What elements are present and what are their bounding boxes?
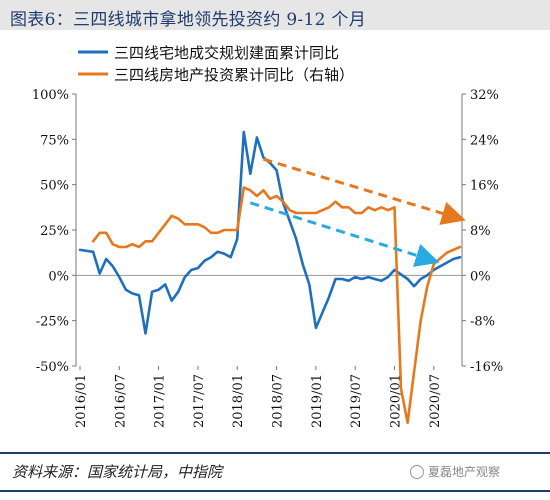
trend-arrow-land xyxy=(249,201,440,267)
y-right-tick-label: 0% xyxy=(470,269,491,284)
y-left-tick-label: 0% xyxy=(48,269,69,284)
footer-divider-top xyxy=(0,452,550,454)
y-left-tick-label: 75% xyxy=(40,133,69,148)
legend-label-land: 三四线宅地成交规划建面累计同比 xyxy=(114,44,339,62)
y-right-tick-label: 16% xyxy=(470,179,499,194)
x-tick-label: 2020/07 xyxy=(428,374,443,428)
footer-divider-bottom xyxy=(0,490,550,492)
source-note: 资料来源：国家统计局，中指院 xyxy=(12,463,223,481)
x-tick-label: 2017/07 xyxy=(192,374,207,428)
y-left-tick-label: 100% xyxy=(32,88,69,103)
y-left-tick-label: 25% xyxy=(40,224,69,239)
x-tick-label: 2017/01 xyxy=(153,374,168,428)
y-left-tick-label: 50% xyxy=(40,179,69,194)
x-tick-label: 2018/01 xyxy=(231,374,246,428)
x-tick-label: 2016/07 xyxy=(113,374,128,428)
line-chart: 100% 75% 50% 25% 0% -25% -50% 32% 24% 16% 8% 0% -8% -… xyxy=(32,44,503,428)
x-tick-label: 2019/07 xyxy=(349,374,364,428)
y-right-tick-label: 24% xyxy=(470,133,499,148)
trend-arrow-investment xyxy=(263,157,466,225)
y-right-tick-label: 8% xyxy=(470,224,491,239)
watermark-text: 夏磊地产观察 xyxy=(428,465,501,479)
x-tick-label: 2019/01 xyxy=(310,374,325,428)
y-left-tick-label: -50% xyxy=(36,360,69,375)
title-bar: 图表6：三四线城市拿地领先投资约 9-12 个月 xyxy=(0,0,550,30)
series-line-investment xyxy=(91,186,462,425)
wechat-icon xyxy=(410,464,424,479)
legend-label-investment: 三四线房地产投资累计同比（右轴） xyxy=(114,66,354,84)
x-tick-label: 2016/01 xyxy=(74,374,89,428)
y-right-tick-label: -16% xyxy=(470,360,503,375)
y-left-tick-label: -25% xyxy=(36,315,69,330)
x-tick-label: 2018/07 xyxy=(271,374,286,428)
watermark: 夏磊地产观察 xyxy=(410,463,500,480)
y-right-tick-label: -8% xyxy=(470,315,495,330)
page-title: 图表6：三四线城市拿地领先投资约 9-12 个月 xyxy=(10,10,367,30)
y-right-tick-label: 32% xyxy=(470,88,499,103)
